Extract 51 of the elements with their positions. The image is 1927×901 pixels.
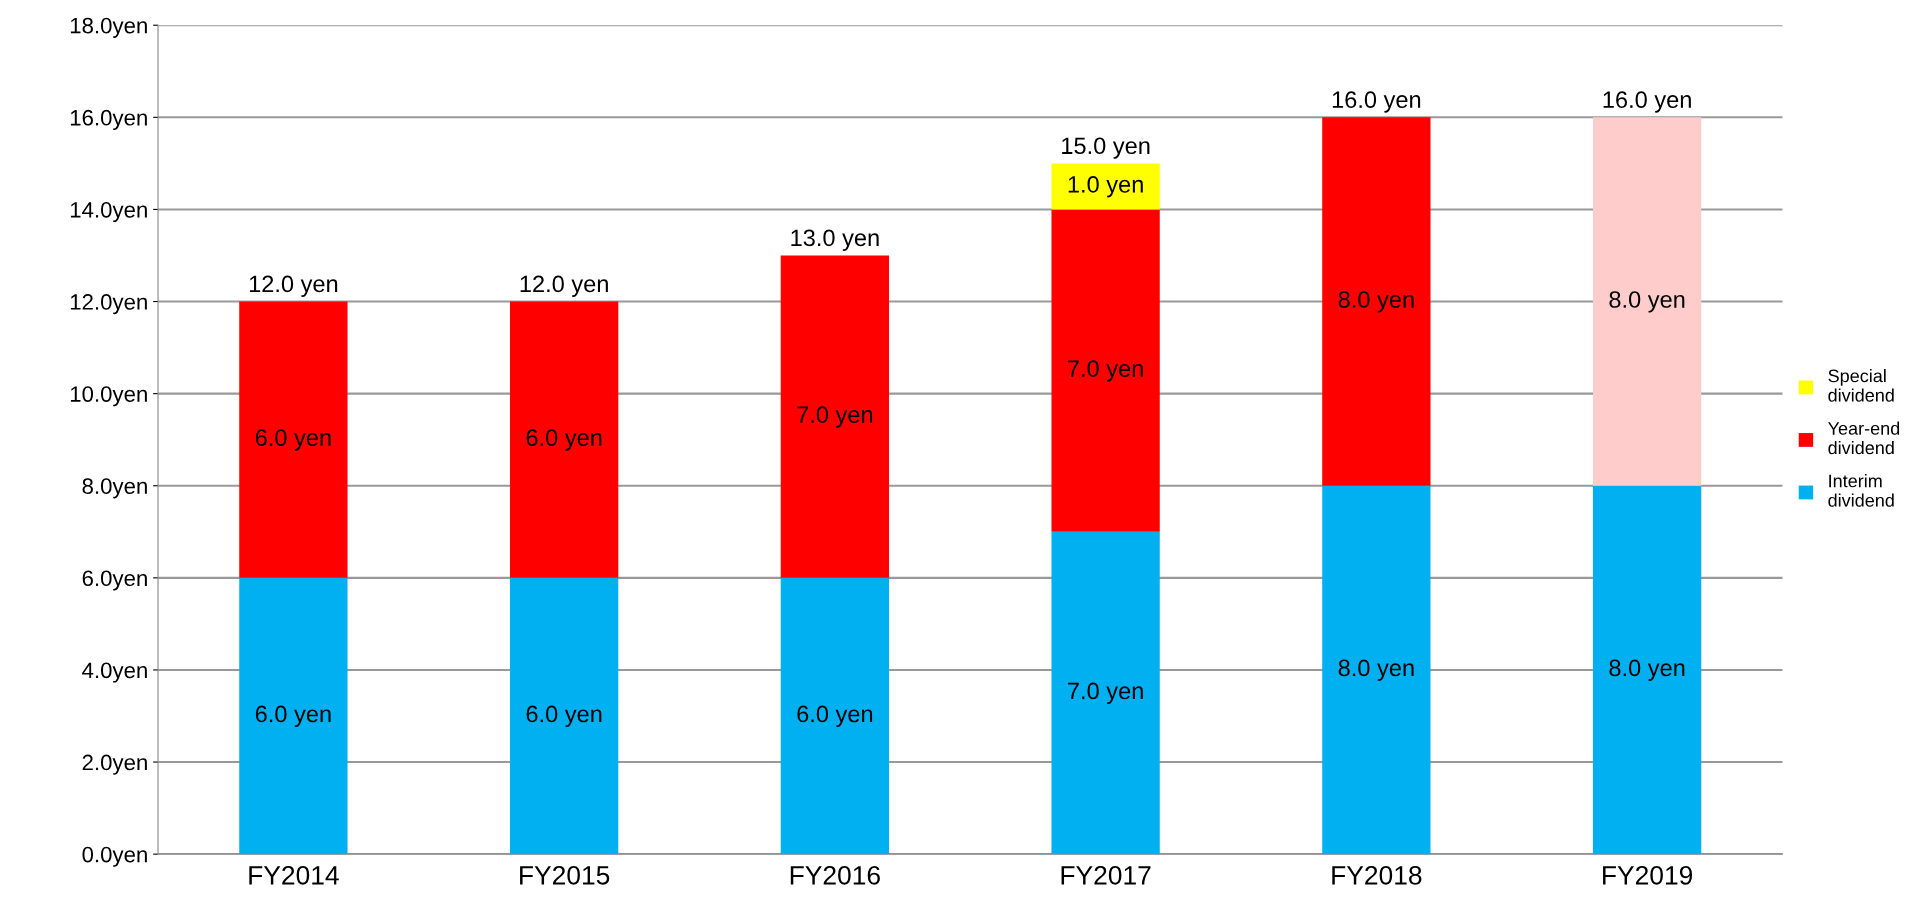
- bar: [1592, 485, 1702, 855]
- data-label: 8.0 yen: [1338, 659, 1414, 681]
- total-label: 16.0 yen: [1332, 91, 1421, 113]
- data-label: 8.0 yen: [1338, 291, 1414, 313]
- bar: [780, 255, 890, 578]
- bar: [1592, 117, 1702, 486]
- data-label: 7.0 yen: [1068, 360, 1143, 382]
- x-tick-label: FY2017: [1061, 865, 1151, 885]
- y-tick-label: 0.0yen: [82, 846, 147, 867]
- total-label: 15.0 yen: [1062, 137, 1150, 159]
- total-label: 16.0 yen: [1603, 91, 1691, 113]
- total-label: 13.0 yen: [791, 229, 879, 251]
- y-tick-label: 14.0yen: [70, 201, 147, 223]
- data-label: 8.0 yen: [1609, 291, 1685, 313]
- total-label: 12.0 yen: [520, 275, 608, 297]
- legend-label: Interim dividend: [1828, 474, 1894, 507]
- data-label: 7.0 yen: [1068, 682, 1143, 704]
- x-tick-label: FY2018: [1332, 865, 1422, 885]
- total-label: 12.0 yen: [249, 275, 338, 297]
- y-tick-label: 4.0yen: [82, 662, 147, 683]
- bar: [509, 301, 619, 578]
- data-label: 6.0 yen: [526, 429, 602, 451]
- data-label: 6.0 yen: [526, 705, 602, 727]
- y-tick-label: 8.0yen: [82, 478, 147, 499]
- y-tick-label: 10.0yen: [70, 386, 147, 407]
- y-tick-label: 16.0yen: [70, 109, 147, 130]
- legend-label: Special dividend: [1828, 369, 1894, 402]
- y-tick-label: 12.0yen: [70, 294, 147, 315]
- bar: [239, 301, 348, 578]
- bar: [509, 577, 619, 855]
- y-tick-label: 18.0yen: [70, 17, 147, 38]
- bar: [1051, 531, 1160, 855]
- data-label: 6.0 yen: [797, 705, 873, 727]
- bar: [1322, 485, 1431, 855]
- x-tick-label: FY2016: [790, 865, 880, 885]
- x-tick-label: FY2014: [249, 865, 339, 885]
- data-label: 6.0 yen: [255, 429, 331, 451]
- bar: [780, 577, 890, 855]
- legend-label: Year-end dividend: [1828, 421, 1900, 455]
- data-label: 6.0 yen: [255, 705, 331, 727]
- y-tick-label: 2.0yen: [82, 754, 147, 775]
- y-tick-label: 6.0yen: [82, 570, 147, 591]
- bar: [239, 577, 348, 855]
- x-tick-label: FY2015: [520, 865, 610, 885]
- bar: [1051, 209, 1160, 532]
- x-tick-label: FY2019: [1603, 865, 1693, 885]
- data-label: 7.0 yen: [797, 406, 873, 428]
- data-label: 1.0 yen: [1068, 176, 1143, 198]
- bar: [1322, 117, 1431, 486]
- data-label: 8.0 yen: [1609, 659, 1685, 681]
- bar: [1051, 163, 1160, 210]
